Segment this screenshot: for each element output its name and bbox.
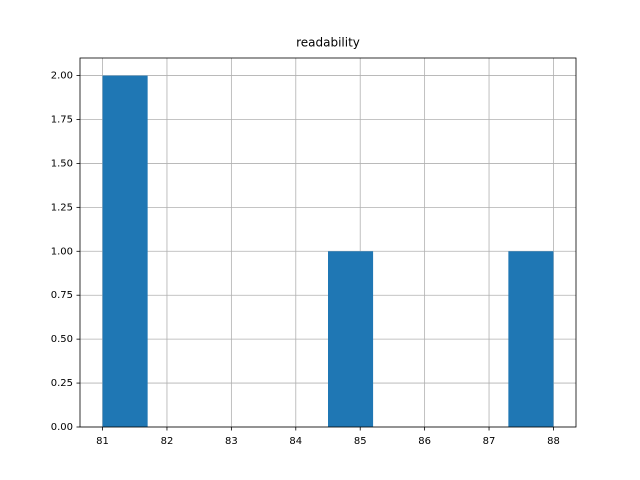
x-tick-label: 84	[289, 436, 302, 447]
y-tick-label: 0.25	[51, 378, 73, 389]
y-tick-label: 2.00	[51, 71, 73, 82]
x-tick-label: 81	[96, 436, 109, 447]
x-tick-label: 82	[161, 436, 174, 447]
y-tick-label: 1.50	[51, 158, 73, 169]
bar	[508, 251, 554, 427]
y-tick-label: 0.50	[51, 334, 73, 345]
x-tick-label: 85	[354, 436, 367, 447]
bar	[328, 251, 374, 427]
y-tick-label: 1.75	[51, 115, 73, 126]
chart-title: readability	[296, 36, 360, 50]
x-tick-label: 87	[483, 436, 496, 447]
x-tick-label: 83	[225, 436, 238, 447]
y-tick-label: 1.00	[51, 246, 73, 257]
plot-frame	[79, 57, 577, 428]
x-tick-label: 86	[418, 436, 431, 447]
y-tick-label: 1.25	[51, 202, 73, 213]
bar	[102, 75, 148, 428]
y-tick-label: 0.00	[51, 422, 73, 433]
y-tick-label: 0.75	[51, 290, 73, 301]
x-tick-label: 88	[547, 436, 560, 447]
